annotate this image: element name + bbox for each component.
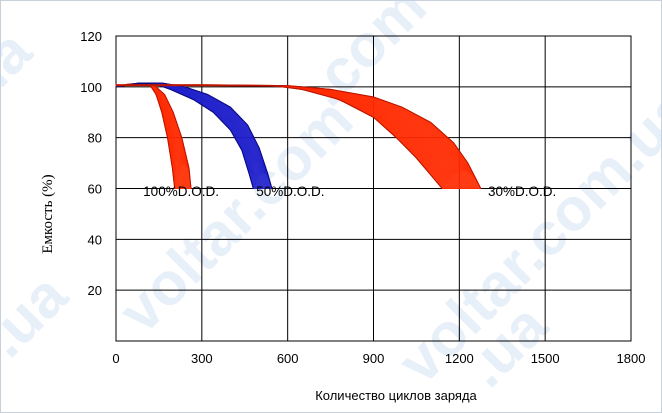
x-tick-label: 1200 bbox=[445, 351, 474, 366]
x-tick-label: 300 bbox=[191, 351, 213, 366]
y-tick-label: 40 bbox=[88, 232, 102, 247]
y-tick-label: 20 bbox=[88, 283, 102, 298]
y-tick-label: 100 bbox=[80, 80, 102, 95]
y-tick-label: 120 bbox=[80, 29, 102, 44]
x-tick-label: 1800 bbox=[617, 351, 646, 366]
series-lower-edge bbox=[116, 85, 443, 189]
y-tick-label: 80 bbox=[88, 131, 102, 146]
series-lower-edge bbox=[115, 83, 254, 189]
annotations: 100%D.O.D. 50%D.O.D. 30%D.O.D. bbox=[143, 184, 556, 199]
series-band-1 bbox=[115, 82, 192, 189]
series-annotation-2: 50%D.O.D. bbox=[256, 184, 324, 199]
x-tick-label: 1500 bbox=[531, 351, 560, 366]
series-upper-edge bbox=[115, 82, 273, 189]
series-upper-edge bbox=[116, 84, 482, 189]
x-tick-label: 600 bbox=[277, 351, 299, 366]
y-axis-title: Емкость (%) bbox=[40, 174, 56, 253]
grid bbox=[115, 35, 632, 342]
series-layer bbox=[115, 82, 482, 189]
watermark-text: .ua bbox=[0, 261, 80, 370]
series-annotation-3: 30%D.O.D. bbox=[488, 184, 556, 199]
watermark-text: ua bbox=[0, 17, 44, 114]
y-tick-label: 60 bbox=[88, 182, 102, 197]
series-band-3 bbox=[115, 84, 482, 189]
tick-labels: 0 300 600 900 1200 1500 1800 20 40 60 80 100 120 bbox=[80, 29, 645, 366]
series-band-2 bbox=[115, 82, 273, 189]
x-tick-label: 0 bbox=[112, 351, 119, 366]
x-axis-title: Количество циклов заряда bbox=[315, 388, 477, 403]
x-tick-label: 900 bbox=[363, 351, 385, 366]
series-annotation-1: 100%D.O.D. bbox=[143, 184, 219, 199]
